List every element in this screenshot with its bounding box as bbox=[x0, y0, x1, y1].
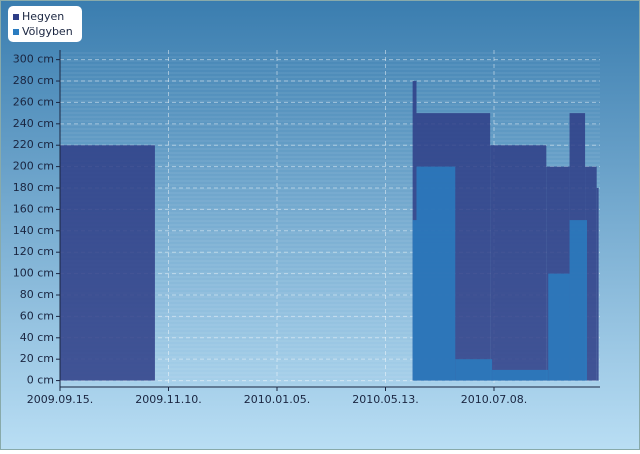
y-tick-label: 220 cm bbox=[13, 138, 54, 151]
y-tick-label: 200 cm bbox=[13, 160, 54, 173]
y-tick-label: 20 cm bbox=[20, 352, 54, 365]
y-tick-label: 100 cm bbox=[13, 267, 54, 280]
legend-swatch bbox=[13, 29, 19, 35]
y-tick-label: 300 cm bbox=[13, 53, 54, 66]
y-tick-label: 280 cm bbox=[13, 74, 54, 87]
legend-swatch bbox=[13, 14, 19, 20]
y-tick-label: 80 cm bbox=[20, 288, 54, 301]
y-tick-label: 240 cm bbox=[13, 117, 54, 130]
y-tick-label: 260 cm bbox=[13, 95, 54, 108]
x-tick-label: 2009.11.10. bbox=[135, 393, 201, 406]
y-tick-label: 0 cm bbox=[27, 374, 54, 387]
area-step bbox=[569, 220, 587, 381]
legend-label: Hegyen bbox=[22, 10, 64, 23]
y-tick-label: 120 cm bbox=[13, 245, 54, 258]
y-tick-label: 140 cm bbox=[13, 224, 54, 237]
area-step bbox=[412, 220, 417, 381]
x-tick-label: 2010.07.08. bbox=[461, 393, 527, 406]
area-step bbox=[455, 359, 493, 381]
legend-box bbox=[8, 6, 82, 42]
area-step bbox=[416, 166, 456, 381]
area-step bbox=[60, 145, 155, 381]
x-tick-label: 2009.09.15. bbox=[27, 393, 93, 406]
y-tick-label: 160 cm bbox=[13, 202, 54, 215]
x-tick-label: 2010.05.13. bbox=[352, 393, 418, 406]
area-step bbox=[490, 145, 547, 381]
area-step bbox=[585, 166, 597, 381]
x-tick-label: 2010.01.05. bbox=[244, 393, 310, 406]
y-tick-label: 180 cm bbox=[13, 181, 54, 194]
y-tick-label: 40 cm bbox=[20, 331, 54, 344]
area-step bbox=[596, 188, 599, 381]
y-tick-label: 60 cm bbox=[20, 309, 54, 322]
area-step bbox=[548, 273, 570, 381]
legend-label: Völgyben bbox=[22, 25, 73, 38]
area-step bbox=[492, 369, 549, 381]
